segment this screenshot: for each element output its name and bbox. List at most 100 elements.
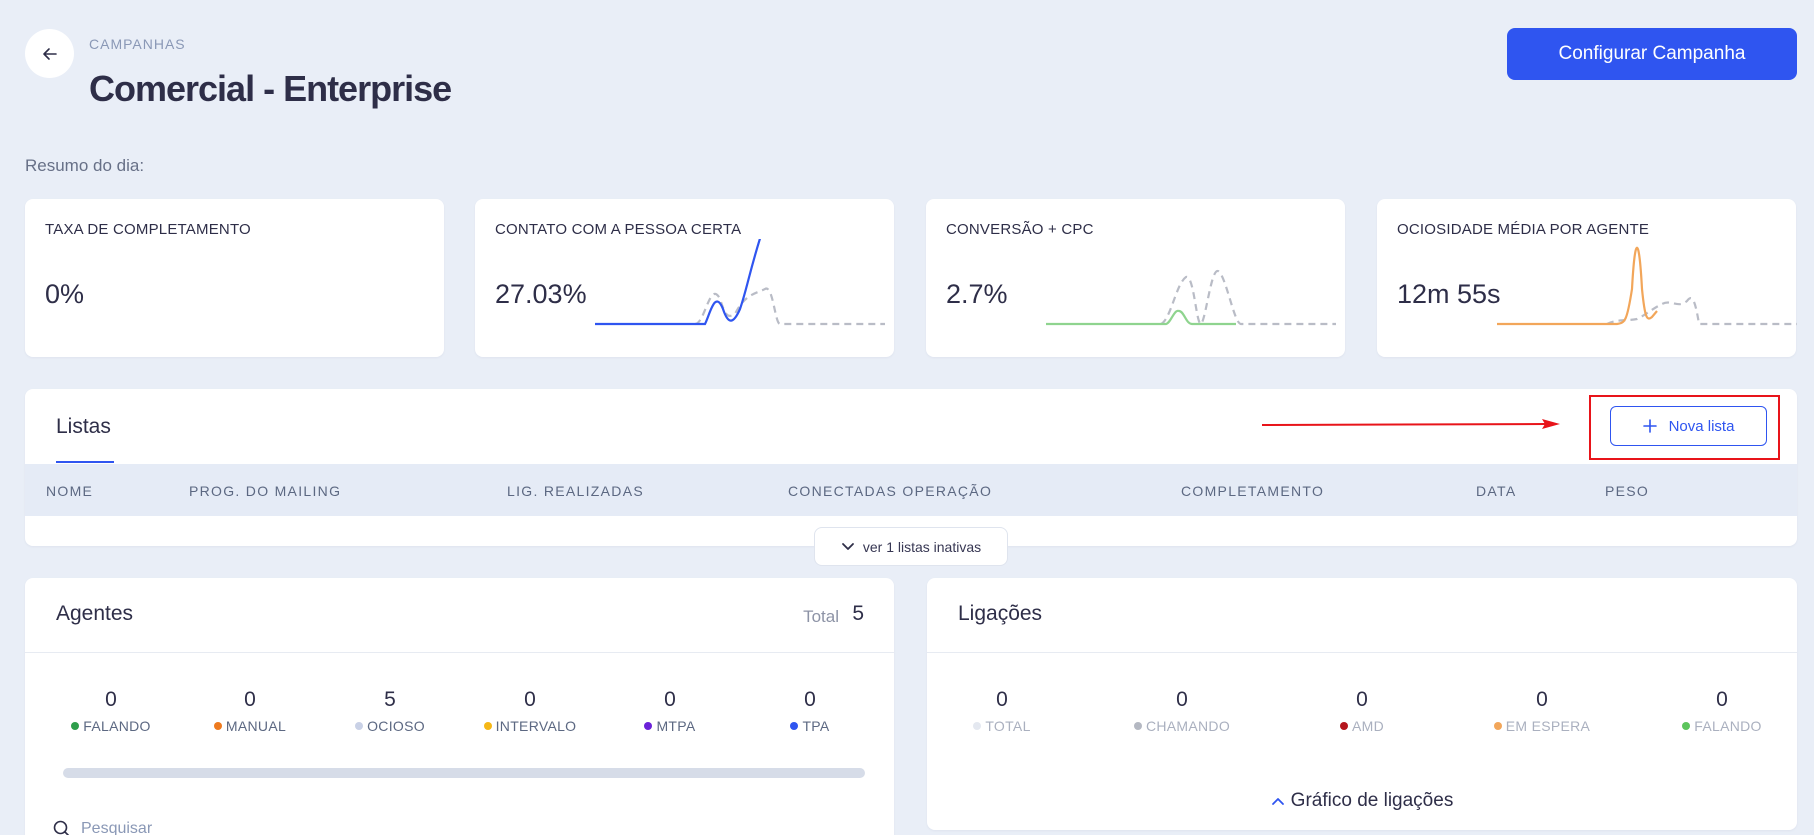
- metric-value: 0: [1356, 688, 1368, 711]
- arrow-left-icon: [42, 47, 57, 60]
- metric-value: 0: [244, 688, 256, 711]
- metric-label: AMD: [1351, 718, 1384, 734]
- call-metric-total: 0 TOTAL: [927, 688, 1077, 735]
- metric-label: INTERVALO: [495, 718, 577, 734]
- agent-metric-ocioso: 5 OCIOSO: [315, 688, 465, 735]
- column-header[interactable]: NOME: [46, 483, 94, 499]
- status-dot: [355, 722, 364, 730]
- stat-card-idle-time: OCIOSIDADE MÉDIA POR AGENTE 12m 55s: [1377, 199, 1797, 357]
- new-list-button[interactable]: Nova lista: [1610, 406, 1767, 446]
- metric-value: 0: [804, 688, 816, 711]
- stat-value: 27.03%: [495, 279, 587, 309]
- calls-chart-toggle[interactable]: Gráfico de ligações: [927, 790, 1797, 812]
- agent-metric-manual: 0 MANUAL: [175, 688, 325, 735]
- breadcrumb[interactable]: CAMPANHAS: [89, 36, 186, 52]
- summary-label: Resumo do dia:: [25, 156, 145, 175]
- status-dot: [213, 722, 222, 730]
- lists-table-header: NOME PROG. DO MAILING LIG. REALIZADAS CO…: [25, 464, 1797, 516]
- agents-title: Agentes: [56, 602, 134, 625]
- status-dot: [1133, 722, 1142, 730]
- status-dot: [790, 722, 799, 730]
- calls-chart-toggle-label: Gráfico de ligações: [1290, 790, 1454, 811]
- metric-label: CHAMANDO: [1145, 718, 1231, 734]
- metric-value: 0: [664, 688, 676, 711]
- sparkline-chart: [1046, 269, 1336, 326]
- stat-label: CONVERSÃO + CPC: [946, 221, 1094, 238]
- agents-panel: Agentes Total 5 0 FALANDO 0 MANUAL 5 OCI…: [25, 578, 894, 835]
- metric-value: 0: [1176, 688, 1188, 711]
- call-metric-amd: 0 AMD: [1287, 688, 1437, 735]
- agents-total-value: 5: [852, 602, 864, 625]
- sparkline-previous: [1606, 297, 1797, 326]
- call-metric-falando: 0 FALANDO: [1647, 688, 1797, 735]
- stat-card-completion: TAXA DE COMPLETAMENTO 0%: [25, 199, 444, 357]
- call-metric-chamando: 0 CHAMANDO: [1107, 688, 1257, 735]
- metric-value: 0: [105, 688, 117, 711]
- column-header[interactable]: CONECTADAS OPERAÇÃO: [788, 483, 993, 499]
- search-icon: [53, 820, 70, 835]
- lists-panel: Listas NOME PROG. DO MAILING LIG. REALIZ…: [25, 389, 1797, 546]
- status-dot: [71, 722, 80, 730]
- call-metric-em-espera: 0 EM ESPERA: [1467, 688, 1617, 735]
- metric-label: MTPA: [656, 718, 696, 734]
- metric-value: 5: [384, 688, 396, 711]
- agent-metric-falando: 0 FALANDO: [36, 688, 186, 735]
- column-header[interactable]: COMPLETAMENTO: [1181, 483, 1325, 499]
- metric-label: MANUAL: [225, 718, 287, 734]
- new-list-label: Nova lista: [1668, 417, 1735, 435]
- calls-panel: Ligações 0 TOTAL 0 CHAMANDO 0 AMD 0 EM E…: [927, 578, 1797, 830]
- configure-campaign-button[interactable]: Configurar Campanha: [1507, 28, 1797, 80]
- annotation-arrow: [1262, 419, 1560, 429]
- stat-value: 0%: [45, 279, 85, 309]
- back-button[interactable]: [25, 29, 74, 78]
- column-header[interactable]: DATA: [1476, 483, 1517, 499]
- status-dot: [483, 722, 492, 730]
- show-inactive-lists-button[interactable]: ver 1 listas inativas: [814, 527, 1008, 566]
- stat-value: 2.7%: [946, 279, 1008, 309]
- sparkline-current: [1497, 246, 1658, 326]
- column-header[interactable]: LIG. REALIZADAS: [507, 483, 644, 499]
- stat-value: 12m 55s: [1397, 279, 1501, 309]
- show-inactive-lists-label: ver 1 listas inativas: [862, 538, 982, 555]
- status-dot: [1682, 722, 1691, 730]
- metric-label: EM ESPERA: [1505, 718, 1591, 734]
- agents-search[interactable]: Pesquisar: [53, 820, 152, 835]
- search-input[interactable]: Pesquisar: [81, 820, 153, 835]
- sparkline-current: [595, 239, 761, 326]
- chevron-up-icon: [1271, 798, 1284, 805]
- stat-label: CONTATO COM A PESSOA CERTA: [495, 221, 742, 238]
- metric-label: TPA: [802, 718, 830, 734]
- stat-card-right-contact: CONTATO COM A PESSOA CERTA 27.03%: [475, 199, 894, 357]
- sparkline-chart: [1497, 246, 1797, 326]
- sparkline-current: [1046, 309, 1236, 326]
- metric-value: 0: [524, 688, 536, 711]
- metric-label: FALANDO: [1694, 718, 1762, 734]
- column-header[interactable]: PROG. DO MAILING: [189, 483, 342, 499]
- metric-value: 0: [996, 688, 1008, 711]
- status-dot: [1493, 722, 1502, 730]
- agents-total-label: Total: [803, 607, 839, 626]
- agent-metric-mtpa: 0 MTPA: [595, 688, 745, 735]
- metric-label: FALANDO: [83, 718, 151, 734]
- status-dot: [644, 722, 653, 730]
- stat-label: TAXA DE COMPLETAMENTO: [45, 221, 251, 238]
- agent-metric-intervalo: 0 INTERVALO: [455, 688, 605, 735]
- metric-label: TOTAL: [985, 718, 1031, 734]
- divider: [25, 652, 894, 653]
- page-title: Comercial - Enterprise: [89, 68, 452, 109]
- stat-label: OCIOSIDADE MÉDIA POR AGENTE: [1397, 221, 1650, 238]
- tab-lists[interactable]: Listas: [56, 415, 111, 438]
- metric-label: OCIOSO: [367, 718, 425, 734]
- divider: [927, 652, 1797, 653]
- sparkline-chart: [595, 239, 885, 326]
- sparkline-previous: [694, 287, 885, 326]
- metric-value: 0: [1536, 688, 1548, 711]
- agent-metric-tpa: 0 TPA: [735, 688, 885, 735]
- status-dot: [973, 722, 982, 730]
- agents-status-bar: [63, 768, 865, 778]
- plus-icon: [1642, 419, 1657, 433]
- chevron-down-icon: [841, 542, 854, 550]
- stat-card-conversion: CONVERSÃO + CPC 2.7%: [926, 199, 1345, 357]
- column-header[interactable]: PESO: [1605, 483, 1650, 499]
- annotation-highlight-box: [1589, 395, 1780, 460]
